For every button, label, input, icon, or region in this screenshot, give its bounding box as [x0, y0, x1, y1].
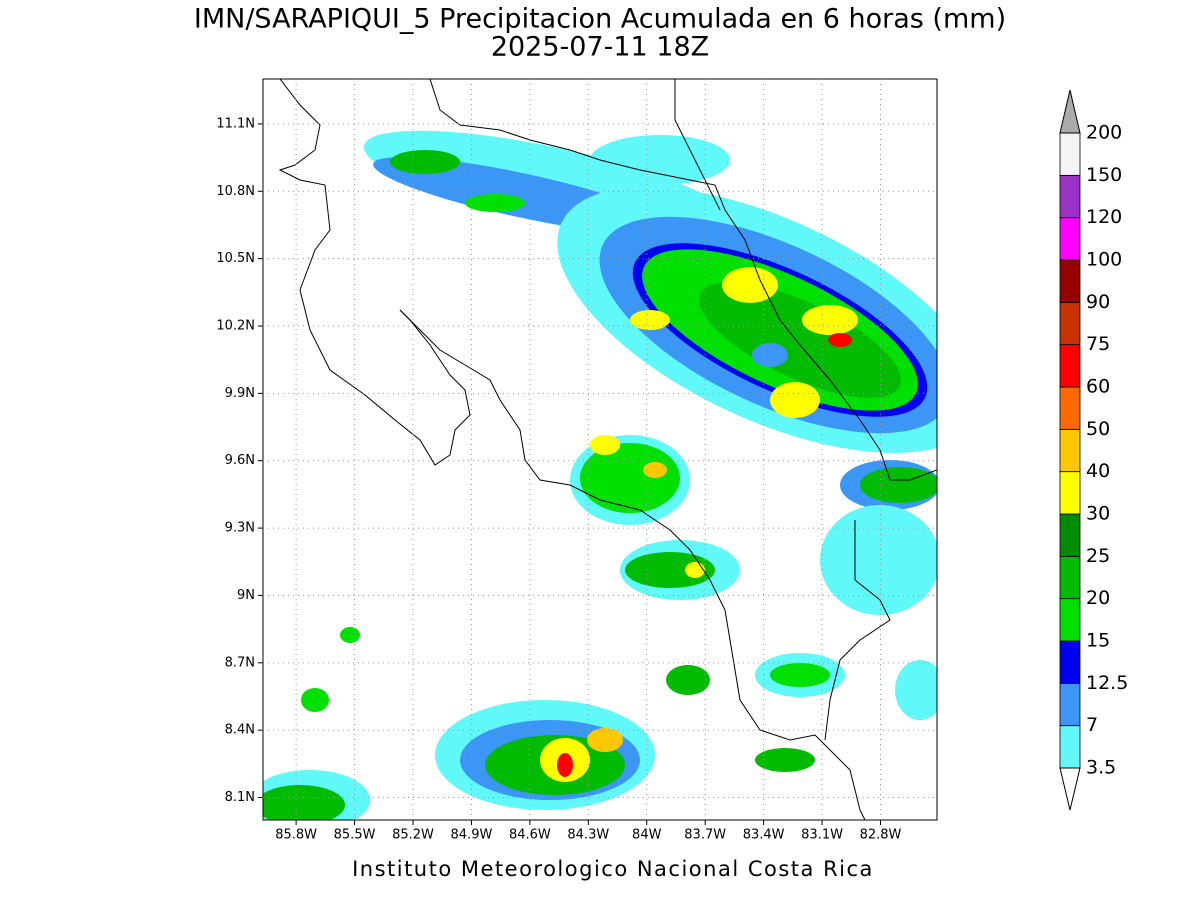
y-tick-label: 11.1N: [216, 116, 255, 131]
colorbar-label: 100: [1086, 249, 1122, 271]
colorbar-box: [1059, 598, 1081, 642]
colorbar-box: [1059, 640, 1081, 684]
x-tick-label: 83.1W: [801, 828, 843, 843]
y-tick-label: 9.3N: [225, 521, 255, 536]
coastline: [278, 79, 937, 820]
precipitation-field: [263, 130, 937, 820]
colorbar-label: 50: [1086, 418, 1110, 440]
x-tick-label: 83.4W: [743, 828, 785, 843]
colorbar-box: [1059, 555, 1081, 600]
colorbar-box: [1059, 428, 1081, 473]
colorbar-label: 120: [1086, 206, 1122, 228]
x-tick-label: 83.7W: [684, 828, 726, 843]
colorbar-label: 75: [1086, 333, 1110, 355]
y-tick-label: 8.1N: [225, 790, 255, 805]
colorbar-label: 7: [1086, 714, 1098, 736]
colorbar-box: [1059, 259, 1081, 303]
y-tick-label: 9N: [237, 588, 255, 603]
colorbar-label: 12.5: [1086, 672, 1128, 694]
colorbar-under: [1059, 767, 1081, 811]
x-tick-label: 85.5W: [334, 828, 376, 843]
colorbar-label: 30: [1086, 503, 1110, 525]
x-tick-label: 85.2W: [392, 828, 434, 843]
colorbar-box: [1059, 682, 1081, 727]
colorbar-box: [1059, 132, 1081, 176]
colorbar-box: [1059, 471, 1081, 515]
colorbar-label: 40: [1086, 460, 1110, 482]
colorbar-box: [1059, 344, 1081, 388]
y-tick-label: 8.4N: [225, 723, 255, 738]
colorbar-label: 25: [1086, 545, 1110, 567]
chart-subtitle: 2025-07-11 18Z: [491, 32, 709, 63]
colorbar-box: [1059, 301, 1081, 346]
colorbar-over: [1059, 89, 1081, 134]
colorbar-label: 60: [1086, 376, 1110, 398]
x-tick-label: 84W: [632, 828, 662, 843]
plot-frame: [262, 78, 938, 821]
colorbar-label: 20: [1086, 587, 1110, 609]
y-tick-label: 10.8N: [216, 184, 255, 199]
colorbar-label: 15: [1086, 630, 1110, 652]
colorbar-label: 150: [1086, 164, 1122, 186]
colorbar-box: [1059, 174, 1081, 219]
colorbar-box: [1059, 386, 1081, 430]
x-tick-label: 84.6W: [509, 828, 551, 843]
y-tick-label: 10.2N: [216, 319, 255, 334]
colorbar-label: 90: [1086, 291, 1110, 313]
colorbar-box: [1059, 513, 1081, 557]
colorbar-box: [1059, 217, 1081, 261]
y-tick-label: 9.6N: [225, 453, 255, 468]
colorbar-box: [1059, 725, 1081, 769]
colorbar-label: 200: [1086, 122, 1122, 144]
y-tick-label: 8.7N: [225, 655, 255, 670]
chart-title: IMN/SARAPIQUI_5 Precipitacion Acumulada …: [194, 4, 1006, 35]
x-tick-label: 84.9W: [451, 828, 493, 843]
x-tick-label: 84.3W: [567, 828, 609, 843]
colorbar-label: 3.5: [1086, 757, 1116, 779]
footer: Instituto Meteorologico Nacional Costa R…: [352, 857, 874, 881]
x-tick-label: 85.8W: [275, 828, 317, 843]
y-tick-label: 9.9N: [225, 386, 255, 401]
x-tick-label: 82.8W: [860, 828, 902, 843]
y-tick-label: 10.5N: [216, 251, 255, 266]
